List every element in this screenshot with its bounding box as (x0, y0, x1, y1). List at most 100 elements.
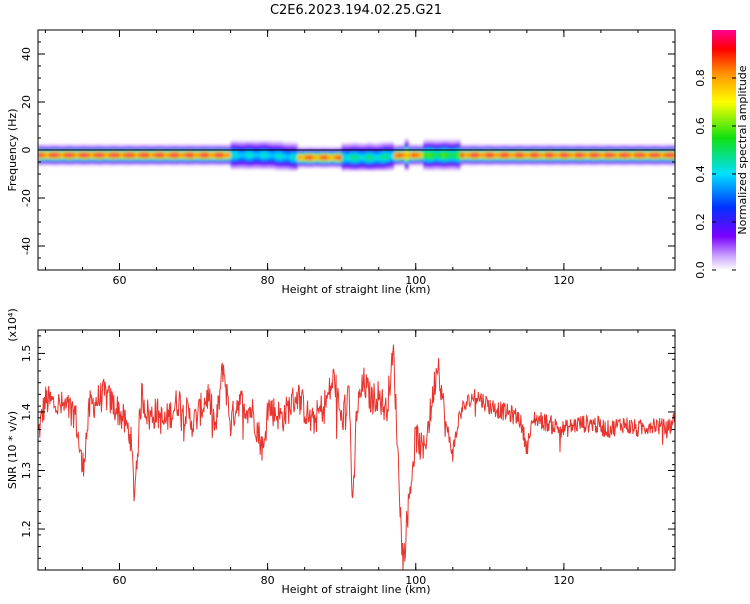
spectrogram-cell (560, 144, 565, 147)
spectrogram-cell (349, 148, 354, 150)
spectrogram-cell (475, 144, 480, 147)
spectrogram-cell (130, 148, 135, 150)
spectrogram-cell (537, 162, 543, 165)
spectrogram-cell (334, 155, 339, 157)
spectrogram-cell (308, 162, 313, 165)
spectrogram-cell (86, 157, 91, 160)
spectrogram-cell (263, 161, 269, 163)
spectrogram-cell (656, 157, 661, 160)
spectrogram-cell (389, 165, 395, 167)
spectrogram-cell (356, 157, 361, 160)
spectrogram-cell (649, 155, 654, 157)
spectrogram-cell (200, 144, 206, 147)
spectrogram-cell (434, 150, 439, 153)
spectrogram-cell (126, 161, 132, 163)
spectrogram-cell (467, 150, 472, 153)
spectrogram-cell (534, 159, 539, 161)
spectrogram-cell (278, 154, 284, 156)
spectrogram-cell (289, 144, 295, 147)
spectrogram-cell (263, 141, 269, 143)
spectrogram-cell (360, 162, 365, 165)
spectrogram-cell (578, 163, 584, 166)
spectrogram-cell (230, 161, 235, 163)
spectrogram-cell (241, 160, 246, 162)
spectrogram-cell (523, 163, 528, 166)
spectrogram-cell (378, 166, 384, 168)
spectrogram-cell (341, 154, 346, 156)
spectrogram-cell (345, 154, 350, 156)
spectrogram-cell (178, 147, 184, 149)
spectrogram-cell (615, 153, 621, 155)
spectrogram-cell (530, 151, 535, 154)
spectrogram-cell (486, 145, 491, 148)
spectrogram-cell (282, 155, 287, 157)
spectrogram-cell (571, 161, 576, 163)
spectrogram-cell (597, 150, 602, 153)
spectrogram-cell (456, 151, 461, 154)
spectrogram-cell (589, 148, 595, 150)
spectrogram-cell (378, 154, 384, 156)
spectrogram-cell (323, 160, 328, 162)
spectrogram-cell (212, 155, 217, 157)
spectrogram-cell (419, 162, 424, 165)
spectrogram-cell (456, 142, 461, 144)
spectrogram-cell (486, 151, 491, 154)
spectrogram-cell (182, 144, 187, 147)
spectrogram-cell (163, 150, 169, 153)
spectrogram-cell (560, 147, 565, 149)
spectrogram-cell (349, 147, 354, 149)
spectrogram-cell (256, 161, 261, 163)
spectrogram-cell (360, 145, 365, 148)
spectrogram-cell (112, 153, 117, 155)
spectrogram-cell (249, 141, 254, 143)
spectrogram-cell (671, 159, 675, 161)
spectrogram-cell (534, 155, 539, 157)
spectrogram-cell (82, 157, 87, 160)
spectrogram-cell (478, 159, 484, 161)
spectrogram-cell (356, 166, 361, 168)
spectrogram-cell (263, 160, 269, 162)
spectrogram-cell (549, 156, 554, 159)
spectrogram-cell (586, 163, 591, 166)
spectrogram-cell (582, 147, 587, 149)
spectrogram-cell (615, 150, 621, 153)
spectrogram-cell (408, 148, 413, 150)
spectrogram-cell (293, 154, 298, 156)
spectrogram-cell (471, 163, 476, 166)
spectrogram-cell (608, 157, 613, 160)
spectrogram-cell (378, 168, 384, 171)
spectrogram-cell (660, 153, 665, 155)
spectrogram-cell (219, 163, 224, 166)
spectrogram-cell (119, 155, 124, 157)
spectrogram-cell (167, 157, 172, 160)
spectrogram-cell (371, 166, 376, 168)
spectrogram-cell (430, 153, 435, 155)
spectrogram-cell (330, 148, 335, 150)
spectrogram-cell (534, 151, 539, 154)
spectrogram-cell (197, 151, 202, 154)
spectrogram-cell (82, 144, 87, 147)
spectrogram-cell (423, 144, 428, 147)
spectrogram-cell (441, 154, 446, 156)
spectrogram-cell (456, 153, 461, 155)
spectrogram-cell (271, 153, 276, 155)
spectrogram-cell (486, 147, 491, 149)
spectrogram-cell (667, 153, 672, 155)
spectrogram-cell (189, 154, 195, 156)
spectrogram-cell (145, 160, 150, 162)
spectrogram-cell (160, 147, 165, 149)
spectrogram-cell (252, 144, 258, 147)
spectrogram-cell (360, 143, 365, 145)
spectrogram-cell (230, 143, 235, 145)
spectrogram-cell (375, 166, 380, 168)
spectrogram-cell (363, 162, 369, 165)
spectrogram-cell (89, 159, 95, 161)
spectrogram-cell (89, 148, 95, 150)
spectrogram-cell (215, 155, 221, 157)
spectrogram-cell (71, 145, 76, 148)
spectrogram-cell (38, 162, 43, 165)
spectrogram-cell (130, 155, 135, 157)
spectrogram-cell (504, 154, 509, 156)
spectrogram-cell (300, 165, 306, 167)
